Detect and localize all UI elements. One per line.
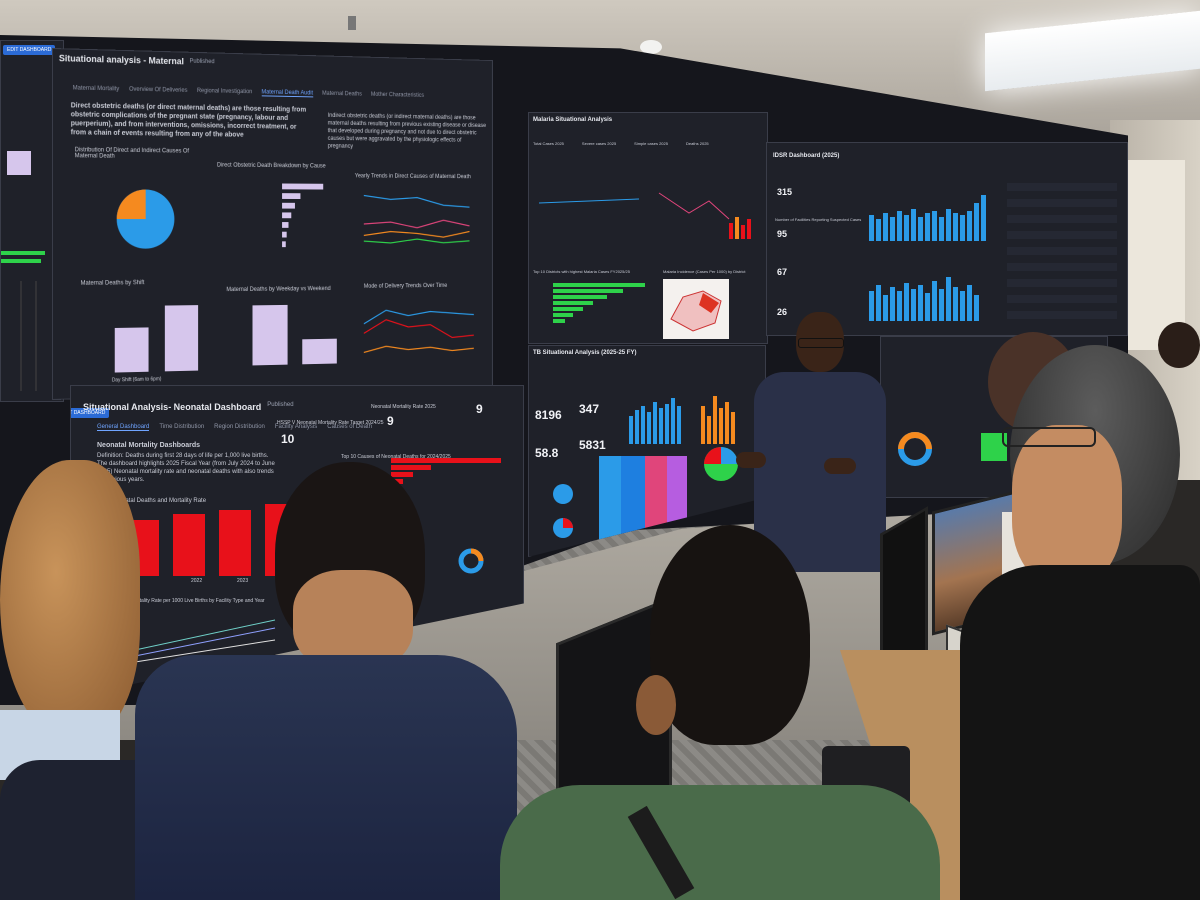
x-label-2023: 2023	[237, 578, 249, 584]
cause-pie-chart	[116, 189, 175, 249]
kpi-value-3: 9	[476, 402, 483, 416]
maternal-tabs: Maternal Mortality Overview Of Deliverie…	[73, 85, 424, 99]
x-label-2022: 2022	[191, 578, 203, 584]
lower-right-donut	[898, 432, 932, 466]
tb-notification-bar-chart	[629, 396, 735, 444]
maternal-dashboard: Situational analysis - Maternal Publishe…	[52, 48, 493, 400]
tab-causes[interactable]: Causes of Death	[327, 424, 372, 430]
tab-facility[interactable]: Facility Analysis	[274, 424, 318, 430]
audience-member-center	[500, 525, 940, 900]
neonatal-definition: Definition: Deaths during first 28 days …	[97, 453, 275, 483]
idsr-kpi-facilities: 95	[777, 229, 788, 239]
tab-death-audit[interactable]: Maternal Death Audit	[261, 89, 314, 98]
malaria-top-districts-title: Top 10 Districts with highest Malaria Ca…	[533, 269, 630, 274]
weekday-title: Maternal Deaths by Weekday vs Weekend	[226, 286, 331, 294]
shift-title: Maternal Deaths by Shift	[80, 280, 145, 287]
malaria-card-simple: Simple cases 2025	[634, 141, 668, 146]
tab-overview-deliveries[interactable]: Overview Of Deliveries	[128, 86, 188, 94]
breakdown-title: Direct Obstetric Death Breakdown by Caus…	[216, 162, 326, 170]
audience-member-suit	[135, 460, 517, 900]
neonatal-title: Situational Analysis- Neonatal Dashboard	[83, 402, 262, 412]
malaria-districts-bar-chart	[553, 283, 645, 323]
neonatal-subtitle: Neonatal Mortality Dashboards	[97, 442, 201, 449]
idsr-kpi-facility-deaths: 26	[777, 307, 788, 317]
shift-axis-label: Day Shift (6am to 6pm)	[111, 376, 162, 384]
audience-member-far-right	[1158, 322, 1200, 368]
tb-kpi-success: 58.8	[535, 446, 559, 460]
page-title: Situational analysis - Maternal	[58, 53, 184, 67]
status-badge: Published	[189, 58, 215, 66]
tb-small-pies	[553, 484, 573, 538]
trends-line-chart	[364, 186, 478, 253]
tab-maternal-mortality[interactable]: Maternal Mortality	[72, 85, 120, 93]
tab-time[interactable]: Time Distribution	[159, 424, 205, 430]
neonatal-tabs: General Dashboard Time Distribution Regi…	[97, 424, 372, 431]
smoke-detector	[640, 40, 662, 54]
malaria-district-map	[663, 279, 729, 339]
tb-kpi-notified: 8196	[535, 408, 562, 422]
kpi-value-2: 10	[281, 432, 295, 446]
trends-title: Yearly Trends in Direct Causes of Matern…	[354, 173, 471, 181]
deaths-rate-title: Neonatal Deaths and Mortality Rate	[111, 498, 207, 504]
tb-kpi-cases: 5831	[579, 438, 606, 452]
edit-dashboard-button[interactable]: EDIT DASHBOARD	[3, 45, 56, 55]
malaria-map-title: Malaria Incidence (Cases Per 1000) by Di…	[663, 269, 746, 274]
pie-title: Distribution Of Direct and Indirect Caus…	[74, 147, 190, 160]
idsr-table	[1007, 183, 1117, 323]
malaria-title: Malaria Situational Analysis	[533, 117, 613, 123]
malaria-card-severe: Severe cases 2025	[581, 141, 617, 146]
tb-kpi-deaths: 347	[579, 402, 600, 416]
neonatal-status: Published	[267, 402, 294, 408]
description-direct: Direct obstetric deaths (or direct mater…	[70, 102, 307, 139]
delivery-line-chart	[364, 294, 478, 371]
weekday-bar-chart	[252, 304, 337, 366]
idsr-dashboard: IDSR Dashboard (2025) 315 Number of Faci…	[766, 142, 1128, 336]
malaria-line-charts	[539, 192, 751, 239]
presenter	[736, 312, 898, 572]
tab-mother-characteristics[interactable]: Mother Characteristics	[370, 91, 425, 99]
malaria-dashboard: Malaria Situational Analysis Total Cases…	[528, 112, 768, 344]
idsr-kpi-suspected: 315	[777, 187, 793, 197]
kpi-label-2: HSSP V Neonatal Mortality Rate Target 20…	[277, 420, 384, 426]
top-causes-title: Top 10 Causes of Neonatal Deaths for 202…	[341, 454, 451, 460]
idsr-bar-charts	[869, 195, 986, 321]
neonatal-edit-button[interactable]: EDIT DASHBOARD	[71, 408, 110, 418]
audience-member-right	[960, 345, 1200, 900]
malaria-card-total: Total Cases 2025	[533, 141, 564, 146]
tab-general[interactable]: General Dashboard	[97, 424, 150, 431]
malaria-card-deaths: Deaths 2025	[685, 141, 709, 146]
breakdown-bar-chart	[282, 183, 324, 248]
kpi-value-1: 9	[387, 414, 394, 428]
neonatal-donut	[458, 548, 484, 574]
tb-title: TB Situational Analysis (2025-25 FY)	[533, 350, 637, 356]
tab-regional[interactable]: Regional Investigation	[196, 88, 253, 96]
tb-pie-chart	[704, 447, 738, 481]
shift-bar-chart	[114, 305, 199, 373]
idsr-kpi-deaths: 67	[777, 267, 788, 277]
kpi-label-1: Neonatal Mortality Rate 2025	[371, 404, 436, 410]
sprinkler	[348, 16, 356, 30]
facility-rate-line-chart	[135, 619, 276, 663]
tab-maternal-deaths[interactable]: Maternal Deaths	[322, 90, 362, 98]
doorway	[1125, 160, 1185, 350]
idsr-kpi-facilities-label: Number of Facilities Reporting Suspected…	[775, 217, 862, 222]
tab-region[interactable]: Region Distribution	[214, 424, 265, 430]
idsr-title: IDSR Dashboard (2025)	[773, 153, 840, 159]
description-indirect: Indirect obstetric deaths (or indirect m…	[327, 112, 486, 150]
facility-rate-title: Mortality Rate per 1000 Live Births by F…	[131, 598, 265, 604]
delivery-title: Mode of Delivery Trends Over Time	[363, 283, 448, 290]
left-mini-charts	[1, 151, 45, 391]
